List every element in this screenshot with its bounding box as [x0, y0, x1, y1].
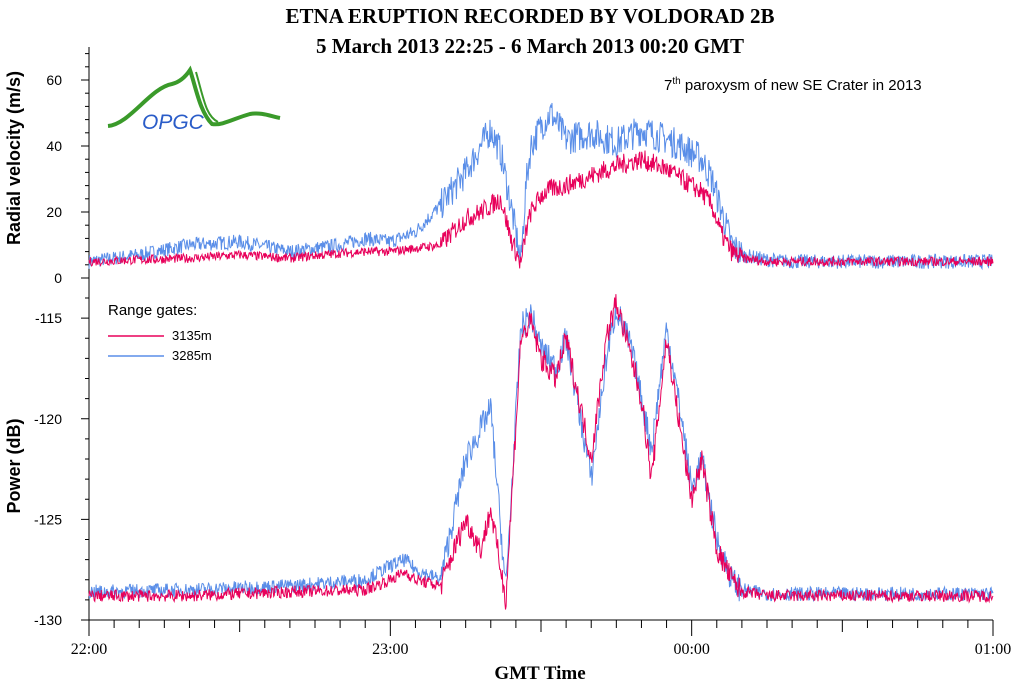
- y-tick-label: 20: [46, 204, 62, 220]
- y-tick-label: 40: [46, 138, 62, 154]
- opgc-logo: OPGC: [107, 65, 281, 134]
- axes: 0 20 40 60 -130 -125 -120 -115 22:00 23:00 00:00 01…: [34, 47, 1011, 658]
- series-line-3285m-power: [88, 304, 994, 603]
- logo-wave-icon: [107, 65, 281, 128]
- legend-label-3135: 3135m: [172, 328, 212, 343]
- series-line-3135m-power: [88, 294, 994, 610]
- legend-label-3285: 3285m: [172, 348, 212, 363]
- x-tick-label: 01:00: [975, 641, 1011, 658]
- series-line-3135m-velocity: [88, 150, 994, 269]
- series-layer: [88, 102, 994, 610]
- y-tick-label: -130: [34, 612, 62, 628]
- y-tick-label: 0: [54, 270, 62, 286]
- series-line-3285m-velocity: [88, 102, 994, 271]
- x-axis-title: GMT Time: [494, 663, 585, 684]
- logo-text: OPGC: [142, 111, 205, 134]
- x-tick-label: 00:00: [673, 641, 709, 658]
- velocity-axis-title: Radial velocity (m/s): [4, 71, 24, 245]
- x-tick-label: 22:00: [71, 641, 107, 658]
- logo-peak-icon: [195, 71, 219, 123]
- annotation: 7th paroxysm of new SE Crater in 2013: [664, 76, 922, 94]
- chart-subtitle: 5 March 2013 22:25 - 6 March 2013 00:20 …: [316, 34, 744, 58]
- y-tick-label: -115: [35, 310, 62, 326]
- legend: Range gates: 3135m 3285m: [108, 302, 212, 363]
- y-tick-label: -125: [34, 511, 62, 527]
- chart-title: ETNA ERUPTION RECORDED BY VOLDORAD 2B: [285, 4, 774, 28]
- y-tick-label: -120: [34, 411, 62, 427]
- x-tick-label: 23:00: [372, 641, 408, 658]
- power-axis-title: Power (dB): [4, 418, 24, 513]
- y-tick-label: 60: [46, 72, 62, 88]
- legend-title: Range gates:: [108, 302, 197, 319]
